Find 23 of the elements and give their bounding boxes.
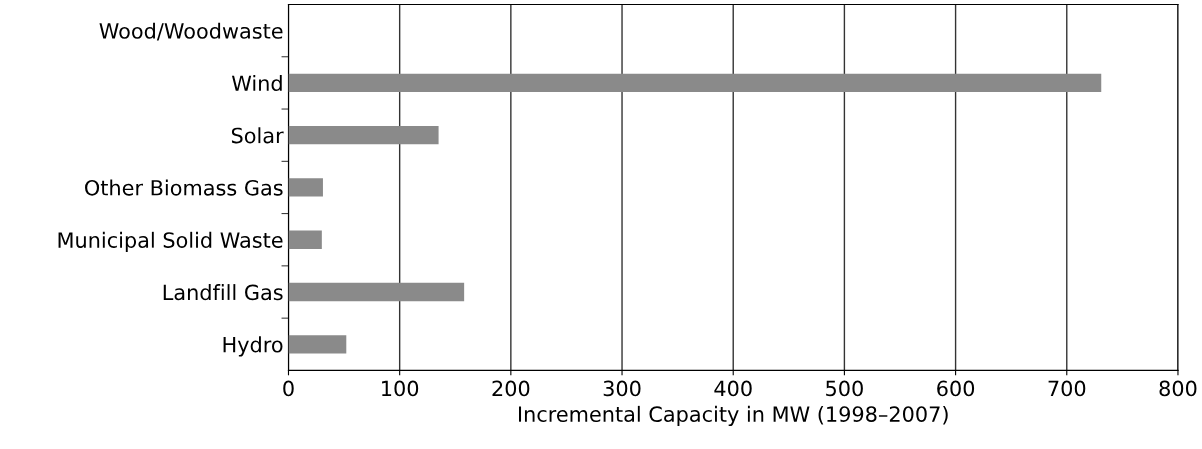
bar (288, 178, 323, 197)
x-axis-title: Incremental Capacity in MW (1998–2007) (518, 405, 948, 427)
bar (288, 126, 439, 145)
x-tick-label: 600 (937, 380, 975, 397)
y-tick-label: Landfill Gas (163, 284, 283, 301)
y-tick-label: Wind (231, 74, 282, 92)
x-tick-label: 700 (1048, 380, 1086, 397)
y-tick-label: Solar (231, 127, 284, 144)
bar (288, 335, 347, 354)
x-tick-label: 200 (492, 380, 530, 397)
x-tick-label: 800 (1159, 380, 1197, 397)
x-tick-label: 500 (826, 380, 863, 397)
x-tick-label: 100 (382, 380, 419, 397)
x-tick-label: 0 (283, 380, 294, 397)
bar (288, 73, 1102, 93)
y-tick-label: Other Biomass Gas (85, 179, 283, 196)
y-tick-label: Hydro (223, 336, 283, 357)
x-tick-label: 300 (603, 380, 641, 397)
y-tick-label: Municipal Solid Waste (58, 231, 283, 252)
y-tick-label: Wood/Woodwaste (99, 22, 283, 41)
bar (288, 230, 322, 249)
bar (288, 282, 465, 302)
x-tick-label: 400 (714, 380, 752, 397)
